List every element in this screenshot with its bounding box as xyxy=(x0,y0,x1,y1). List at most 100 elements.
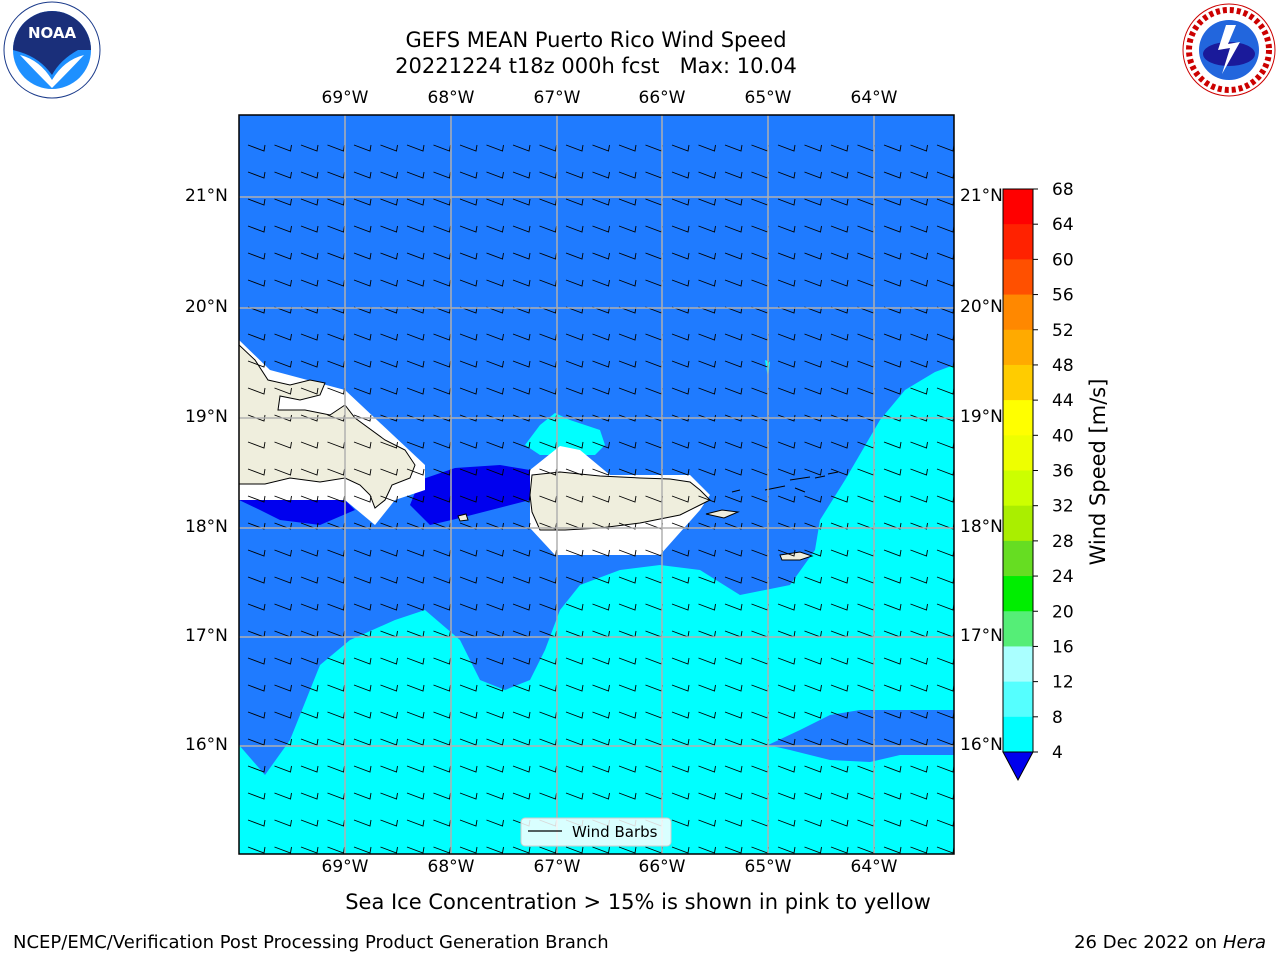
wind-barb xyxy=(300,576,319,584)
wind-barb xyxy=(380,333,398,341)
wind-barb xyxy=(486,171,504,179)
wind-barb xyxy=(698,522,716,530)
footer-branch: NCEP/EMC/Verification Post Processing Pr… xyxy=(13,932,609,953)
wind-barb xyxy=(830,441,849,449)
wind-barb xyxy=(406,549,425,557)
wind-barb xyxy=(274,414,292,422)
wind-barb xyxy=(433,549,451,557)
wind-barb xyxy=(830,171,849,179)
lat-label-right: 19°N xyxy=(960,407,1003,427)
colorbar-tick-label: 64 xyxy=(1052,215,1074,235)
hispaniola-landmass xyxy=(239,344,416,509)
wind-barb xyxy=(459,765,478,773)
wind-barb xyxy=(247,549,266,557)
wind-barb xyxy=(883,495,902,503)
wind-barb xyxy=(883,468,902,476)
wind-barb xyxy=(830,495,849,503)
wind-barb xyxy=(830,522,849,530)
wind-barb xyxy=(353,603,372,611)
wind-barb xyxy=(433,198,451,206)
wind-barb xyxy=(247,495,266,503)
wind-barb xyxy=(777,144,796,152)
wind-barb xyxy=(406,765,425,773)
wind-barb xyxy=(380,522,398,530)
wind-barb xyxy=(910,144,928,152)
wind-barb xyxy=(300,360,319,368)
wind-barb xyxy=(300,441,319,449)
lat-label-right: 20°N xyxy=(960,297,1003,317)
wind-barb xyxy=(565,306,584,314)
wind-barb xyxy=(804,603,822,611)
wind-barb xyxy=(724,576,743,584)
wind-barb xyxy=(910,765,928,773)
wind-barb xyxy=(830,576,849,584)
wind-barb xyxy=(433,846,451,854)
lon-label-top: 68°W xyxy=(427,88,475,108)
colorbar-segment xyxy=(1003,435,1033,471)
wind-barb xyxy=(406,198,425,206)
wind-barb xyxy=(300,252,319,260)
wind-barb xyxy=(327,252,345,260)
wind-barb xyxy=(539,765,557,773)
wind-barb xyxy=(459,846,478,854)
wind-barb xyxy=(724,603,743,611)
wind-barb xyxy=(804,738,822,746)
wind-barb xyxy=(565,198,584,206)
wind-barb xyxy=(698,441,716,449)
wind-barb xyxy=(777,279,796,287)
wind-barb xyxy=(512,468,531,476)
wind-barb xyxy=(486,765,504,773)
wind-barb xyxy=(698,819,716,827)
wind-barb xyxy=(830,549,849,557)
wind-barb xyxy=(592,468,610,476)
wind-barb xyxy=(883,792,902,800)
wind-barb xyxy=(486,549,504,557)
colorbar-segment xyxy=(1003,470,1033,507)
wind-barb xyxy=(353,441,372,449)
wind-barb xyxy=(459,306,478,314)
wind-barb xyxy=(618,603,637,611)
wind-barb xyxy=(804,468,822,476)
wind-barb xyxy=(327,684,345,692)
wind-barb xyxy=(671,711,690,719)
wind-barb xyxy=(380,441,398,449)
wind-barb xyxy=(830,468,849,476)
wind-barb xyxy=(539,333,557,341)
wind-barb xyxy=(830,765,849,773)
wind-barb xyxy=(910,711,928,719)
wind-barb xyxy=(671,765,690,773)
wind-barb xyxy=(247,279,266,287)
wind-barb xyxy=(804,387,822,395)
colorbar-tick-label: 32 xyxy=(1052,497,1074,517)
wind-barb xyxy=(512,198,531,206)
wind-barb xyxy=(247,522,266,530)
wind-barb xyxy=(830,684,849,692)
wind-barb xyxy=(274,468,292,476)
wind-barb xyxy=(910,846,928,854)
wind-barb xyxy=(910,468,928,476)
wind-barb xyxy=(592,252,610,260)
wind-barb xyxy=(353,792,372,800)
wind-barb xyxy=(698,333,716,341)
wind-barb xyxy=(698,576,716,584)
colorbar-under-triangle xyxy=(1002,751,1034,782)
wind-barb xyxy=(698,738,716,746)
wind-barb xyxy=(592,414,610,422)
wind-barb xyxy=(459,171,478,179)
wind-barb xyxy=(353,333,372,341)
wind-barb xyxy=(883,603,902,611)
lat-label-right: 21°N xyxy=(960,186,1003,206)
wind-barb xyxy=(910,522,928,530)
wind-barb xyxy=(380,198,398,206)
wind-barb xyxy=(486,738,504,746)
wind-barb xyxy=(512,171,531,179)
wind-barb xyxy=(592,144,610,152)
wind-barb xyxy=(698,306,716,314)
colorbar-tick-label: 20 xyxy=(1052,602,1074,622)
wind-barb xyxy=(247,738,266,746)
wind-barb xyxy=(592,279,610,287)
wind-barb xyxy=(459,576,478,584)
wind-barb xyxy=(512,522,531,530)
wind-barb xyxy=(777,549,796,557)
wind-barb xyxy=(459,711,478,719)
